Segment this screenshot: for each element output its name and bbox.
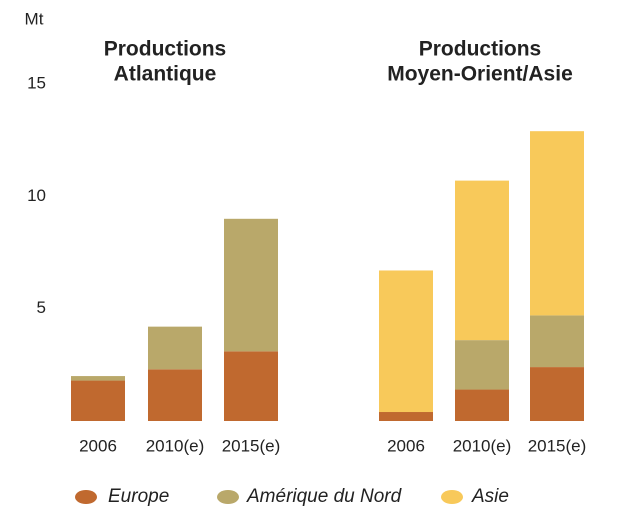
bar-segment bbox=[530, 131, 584, 316]
bar-segment bbox=[379, 270, 433, 413]
y-tick-label: 10 bbox=[27, 186, 46, 205]
legend-label: Amérique du Nord bbox=[246, 486, 403, 507]
x-tick-label: 2010(e) bbox=[453, 436, 512, 455]
y-tick-label: 15 bbox=[27, 73, 46, 92]
x-tick-label: 2006 bbox=[79, 436, 117, 455]
legend-swatch bbox=[75, 490, 97, 504]
bar-segment bbox=[71, 376, 125, 381]
x-tick-label: 2006 bbox=[387, 436, 425, 455]
chart-title: Moyen-Orient/Asie bbox=[387, 63, 573, 86]
bar-segment bbox=[224, 218, 278, 352]
x-tick-label: 2010(e) bbox=[146, 436, 205, 455]
bar-segment bbox=[148, 369, 202, 421]
bar-segment bbox=[455, 340, 509, 390]
bar-segment bbox=[224, 351, 278, 421]
y-tick-label: 5 bbox=[37, 298, 46, 317]
legend-swatch bbox=[441, 490, 463, 504]
bar-segment bbox=[455, 180, 509, 341]
x-tick-label: 2015(e) bbox=[528, 436, 587, 455]
bar-segment bbox=[379, 412, 433, 421]
bar-segment bbox=[148, 326, 202, 370]
legend-label: Europe bbox=[108, 486, 169, 507]
chart-title: Productions bbox=[104, 38, 227, 61]
chart-title: Atlantique bbox=[114, 63, 217, 86]
legend-label: Asie bbox=[471, 486, 509, 507]
legend-swatch bbox=[217, 490, 239, 504]
bar-segment bbox=[530, 367, 584, 421]
y-axis-label: Mt bbox=[25, 9, 44, 28]
bar-segment bbox=[455, 389, 509, 421]
bar-segment bbox=[71, 380, 125, 421]
bar-segment bbox=[530, 315, 584, 368]
x-tick-label: 2015(e) bbox=[222, 436, 281, 455]
chart-title: Productions bbox=[419, 38, 542, 61]
